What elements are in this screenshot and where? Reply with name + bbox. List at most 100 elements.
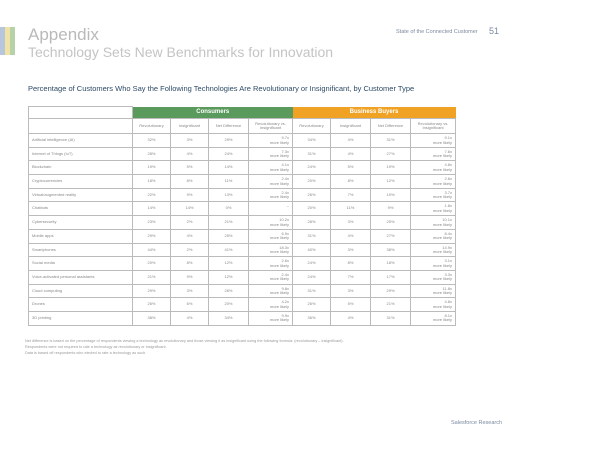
value-cell: 8%: [170, 174, 209, 189]
ratio-value: –: [286, 203, 290, 209]
value-cell: 21%: [370, 297, 412, 312]
ratio-value: 9.8x: [281, 285, 290, 291]
value-cell: 3%: [170, 283, 209, 299]
value-cell: 19%: [132, 160, 171, 176]
table-row: Cloud computing 29% 3% 26% 9.8x more likely 31…: [28, 283, 457, 299]
value-cell: 14%: [132, 201, 171, 217]
value-cell: 22%: [132, 187, 171, 203]
ratio-cell: 2.6x more likely: [247, 256, 294, 271]
more-likely-label: more likely: [269, 194, 290, 200]
ratio-cell: 2.6x more likely: [410, 174, 457, 189]
ratio-value: 9.7x: [281, 135, 290, 140]
more-likely-label: more likely: [269, 262, 290, 268]
column-header: Revolutionary vs. Insignificant: [410, 118, 457, 134]
ratio-cell: 7.6x more likely: [410, 146, 457, 162]
value-cell: 36%: [292, 310, 332, 326]
value-cell: 31%: [292, 146, 332, 162]
row-label: Social media: [28, 256, 133, 271]
value-cell: 21%: [132, 269, 171, 285]
table-row: Drones 26% 6% 20% 4.2x more likely 26% 5% 21% 4.8…: [28, 297, 457, 312]
value-cell: 9%: [370, 201, 412, 217]
footnote: Net difference is based on the percentag…: [25, 339, 344, 343]
row-label: 3D printing: [28, 310, 133, 326]
column-header: Revolutionary vs. Insignificant: [247, 118, 294, 134]
row-label: Artificial intelligence (AI): [28, 133, 133, 148]
value-cell: 2%: [170, 242, 209, 258]
value-cell: 9%: [170, 187, 209, 203]
footnote: Respondents were not required to rate a …: [25, 345, 167, 349]
ratio-value: 2.6x: [444, 176, 453, 182]
value-cell: 18%: [132, 174, 171, 189]
ratio-cell: 3.3x more likely: [410, 269, 457, 285]
row-label: Cybersecurity: [28, 215, 133, 230]
value-cell: 12%: [370, 174, 412, 189]
value-cell: 31%: [370, 310, 412, 326]
value-cell: 29%: [208, 133, 249, 148]
more-likely-label: more likely: [432, 303, 453, 309]
value-cell: 26%: [208, 283, 249, 299]
group-consumers: Consumers: [132, 106, 293, 119]
ratio-value: 4.2x: [281, 299, 290, 305]
table-row: 3D printing 38% 4% 34% 9.9x more likely 36% 4% 3…: [28, 310, 457, 326]
value-cell: 34%: [292, 133, 332, 148]
value-cell: 18%: [370, 256, 412, 271]
ratio-value: 10.1x: [442, 217, 453, 223]
value-cell: 26%: [292, 187, 332, 203]
more-likely-label: more likely: [432, 153, 453, 159]
more-likely-label: more likely: [269, 153, 290, 159]
ratio-cell: 9.7x more likely: [247, 133, 294, 148]
ratio-value: 1.8x: [444, 203, 453, 209]
ratio-value: 14.9x: [442, 244, 453, 250]
ratio-value: 11.8x: [442, 285, 453, 291]
ratio-cell: 3.1x more likely: [410, 256, 457, 271]
value-cell: 12%: [208, 256, 249, 271]
more-likely-label: more likely: [432, 166, 453, 172]
more-likely-label: more likely: [432, 139, 453, 145]
ratio-value: 2.4x: [281, 176, 290, 182]
more-likely-label: more likely: [269, 139, 290, 145]
value-cell: 11%: [330, 201, 372, 217]
value-cell: 28%: [292, 215, 332, 230]
value-cell: 8%: [170, 256, 209, 271]
ratio-cell: 9.1x more likely: [410, 133, 457, 148]
value-cell: 6%: [170, 297, 209, 312]
value-cell: 8%: [330, 174, 372, 189]
value-cell: 5%: [170, 160, 209, 176]
value-cell: 19%: [370, 187, 412, 203]
row-label: Drones: [28, 297, 133, 312]
value-cell: 19%: [370, 160, 412, 176]
ratio-cell: 9.8x more likely: [247, 283, 294, 299]
table-row: Internet of Things (IoT) 28% 4% 24% 7.3x more…: [28, 146, 457, 162]
value-cell: 29%: [132, 283, 171, 299]
report-name: State of the Connected Customer: [396, 29, 478, 35]
ratio-cell: 2.4x more likely: [247, 269, 294, 285]
ratio-cell: 4.8x more likely: [410, 297, 457, 312]
more-likely-label: more likely: [269, 303, 290, 309]
column-header: Insignificant: [170, 118, 209, 134]
row-label: Mobile apps: [28, 228, 133, 244]
value-cell: 20%: [292, 174, 332, 189]
more-likely-label: more likely: [432, 290, 453, 296]
ratio-value: 4.8x: [444, 162, 453, 168]
value-cell: 38%: [370, 242, 412, 258]
ratio-value: 2.4x: [281, 271, 290, 277]
value-cell: 7%: [330, 187, 372, 203]
ratio-cell: 8.4x more likely: [410, 228, 457, 244]
value-cell: 24%: [292, 256, 332, 271]
page-subtitle: Technology Sets New Benchmarks for Innov…: [28, 44, 334, 60]
value-cell: 29%: [132, 228, 171, 244]
ratio-value: 3.1x: [444, 258, 453, 264]
more-likely-label: more likely: [432, 194, 453, 200]
value-cell: 0%: [208, 201, 249, 217]
value-cell: 3%: [170, 133, 209, 148]
value-cell: 32%: [132, 133, 171, 148]
value-cell: 4%: [170, 146, 209, 162]
more-likely-label: more likely: [269, 221, 290, 227]
column-header: Net Difference: [370, 118, 412, 134]
column-header: Net Difference: [208, 118, 249, 134]
more-likely-label: more likely: [269, 180, 290, 186]
value-cell: 29%: [370, 283, 412, 299]
value-cell: 25%: [208, 228, 249, 244]
value-cell: 20%: [208, 297, 249, 312]
table-row: Virtual/augmented reality 22% 9% 13% 2.4x mor…: [28, 187, 457, 203]
